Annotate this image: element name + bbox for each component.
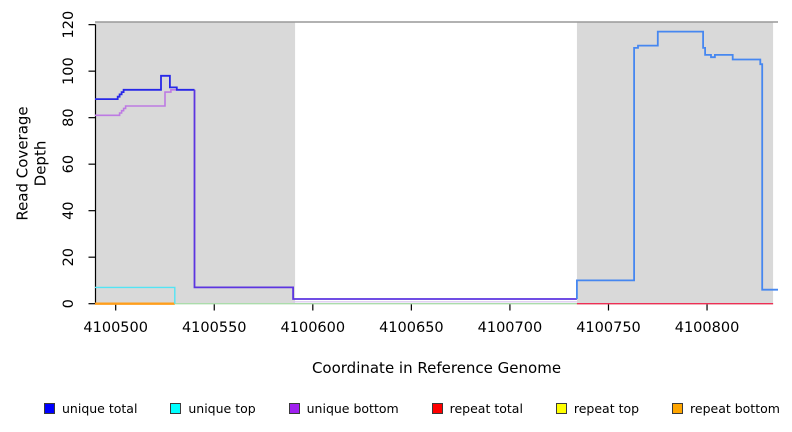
legend-label: unique top	[188, 400, 256, 416]
legend-swatch-unique-total	[44, 402, 55, 414]
y-tick-label: 80	[61, 108, 77, 126]
y-tick-label: 100	[61, 57, 77, 85]
legend-label: repeat bottom	[690, 400, 780, 416]
legend-item-repeat-bottom: repeat bottom	[672, 401, 780, 416]
legend-swatch-repeat-total	[431, 402, 443, 414]
legend-swatch-repeat-top	[555, 402, 567, 414]
x-tick-label: 4100600	[281, 320, 346, 336]
x-tick-label: 4100750	[576, 320, 641, 336]
x-tick-label: 4100650	[379, 320, 444, 336]
legend-item-unique-top: unique top	[170, 400, 256, 416]
y-tick-label: 0	[61, 299, 77, 308]
series-line-unique-total-unique-bottom-overlapping	[193, 89, 577, 300]
y-tick-label: 60	[61, 155, 77, 173]
series-line-unique-top	[95, 286, 176, 304]
legend-swatch-repeat-bottom	[672, 402, 684, 414]
y-tick-label: 20	[61, 248, 77, 266]
x-tick-label: 4100800	[675, 320, 740, 336]
series-line-unique-total-left	[95, 74, 195, 100]
y-axis-title: Read Coverage Depth	[13, 106, 50, 221]
legend: unique total unique top unique bottom repea…	[44, 395, 780, 421]
series-line-unique-total-right	[576, 30, 778, 299]
legend-label: unique bottom	[306, 400, 399, 416]
legend-swatch-unique-bottom	[288, 402, 300, 414]
x-tick-label: 4100550	[182, 320, 247, 336]
x-tick-label: 4100500	[83, 320, 148, 336]
legend-label: repeat top	[573, 400, 640, 416]
x-axis-title: Coordinate in Reference Genome	[311, 359, 562, 377]
legend-item-unique-bottom: unique bottom	[288, 400, 399, 416]
y-tick-label: 40	[61, 201, 77, 219]
y-tick-label: 120	[61, 11, 77, 39]
legend-item-unique-total: unique total	[44, 401, 137, 416]
legend-item-repeat-total: repeat total	[431, 400, 523, 416]
x-tick-label: 4100700	[478, 320, 543, 336]
legend-item-repeat-top: repeat top	[555, 400, 640, 416]
legend-label: unique total	[62, 400, 138, 416]
legend-label: repeat total	[449, 400, 523, 416]
legend-swatch-unique-top	[170, 402, 182, 414]
shaded-region-right-gray-band	[576, 22, 774, 304]
series-line-unique-bottom	[95, 89, 195, 117]
